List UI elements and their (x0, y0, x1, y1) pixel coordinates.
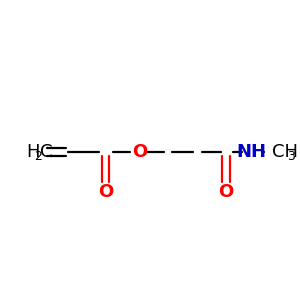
Text: O: O (98, 183, 113, 201)
Text: C: C (40, 143, 52, 161)
Text: H: H (26, 143, 40, 161)
Text: 3: 3 (287, 151, 295, 164)
Text: O: O (218, 183, 234, 201)
Text: 2: 2 (34, 151, 42, 164)
Text: CH: CH (272, 143, 298, 161)
Text: NH: NH (236, 143, 266, 161)
Text: O: O (132, 143, 147, 161)
